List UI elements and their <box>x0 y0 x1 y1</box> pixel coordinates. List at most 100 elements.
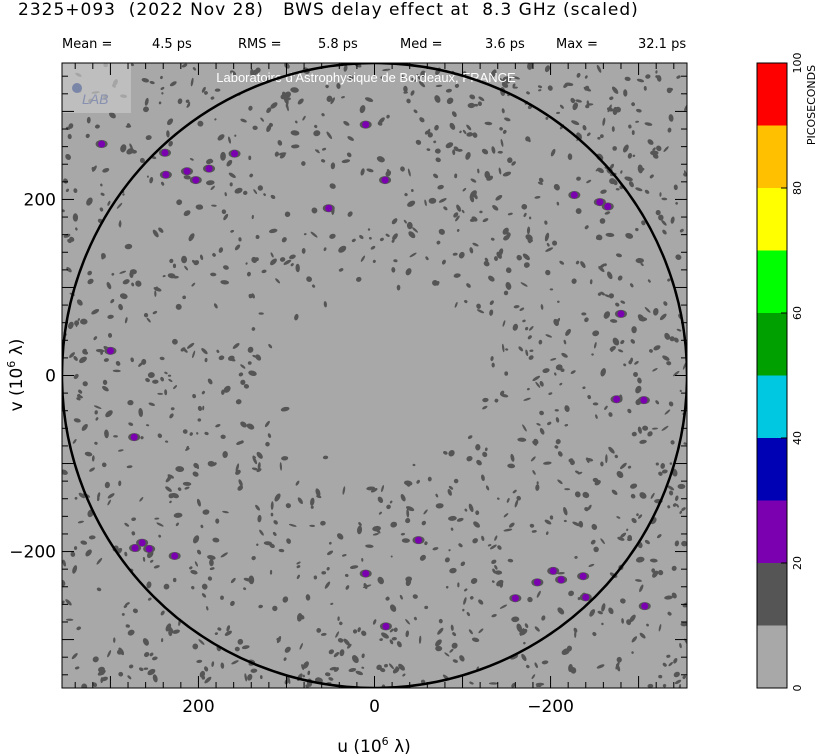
low-speckle <box>256 468 262 473</box>
low-speckle <box>539 380 544 387</box>
low-speckle <box>653 345 661 351</box>
low-speckle <box>630 339 636 344</box>
low-speckle <box>585 457 594 462</box>
low-speckle <box>101 462 107 468</box>
colorbar-segment <box>757 563 787 626</box>
low-speckle <box>118 480 122 487</box>
low-speckle <box>545 116 549 120</box>
low-speckle <box>160 75 163 80</box>
low-speckle <box>544 232 550 242</box>
low-speckle <box>605 232 615 237</box>
high-point <box>106 347 114 355</box>
low-speckle <box>398 663 405 671</box>
low-speckle <box>122 193 125 196</box>
low-speckle <box>432 547 439 551</box>
low-speckle <box>504 117 511 122</box>
low-speckle <box>419 554 426 561</box>
low-speckle <box>125 624 130 628</box>
low-speckle <box>157 433 163 438</box>
low-speckle <box>295 263 300 273</box>
low-speckle <box>170 407 175 411</box>
low-speckle <box>472 132 478 138</box>
low-speckle <box>512 489 517 494</box>
low-speckle <box>571 120 580 126</box>
low-speckle <box>326 131 333 139</box>
low-speckle <box>65 153 71 160</box>
low-speckle <box>169 500 172 504</box>
low-speckle <box>564 488 571 491</box>
low-speckle <box>675 202 678 205</box>
x-tick-label: 0 <box>369 697 380 717</box>
low-speckle <box>302 674 305 678</box>
low-speckle <box>633 372 638 377</box>
low-speckle <box>118 671 124 677</box>
low-speckle <box>523 641 526 645</box>
low-speckle <box>72 439 77 444</box>
low-speckle <box>347 74 354 81</box>
low-speckle <box>505 281 512 290</box>
low-speckle <box>438 198 447 203</box>
low-speckle <box>72 565 78 574</box>
colorbar-segment <box>757 375 787 438</box>
low-speckle <box>529 349 534 352</box>
low-speckle <box>471 637 480 643</box>
low-speckle <box>268 228 278 234</box>
low-speckle <box>542 368 550 374</box>
low-speckle <box>631 517 637 524</box>
low-speckle <box>270 512 274 517</box>
low-speckle <box>502 76 512 82</box>
low-speckle <box>675 495 679 502</box>
high-point <box>192 176 200 184</box>
low-speckle <box>586 132 591 137</box>
low-speckle <box>435 84 443 88</box>
low-speckle <box>351 238 356 243</box>
low-speckle <box>301 247 306 254</box>
low-speckle <box>290 130 300 136</box>
low-speckle <box>147 372 155 378</box>
low-speckle <box>466 455 473 462</box>
low-speckle <box>355 670 364 676</box>
low-speckle <box>198 639 205 645</box>
low-speckle <box>681 540 687 547</box>
low-speckle <box>372 619 377 625</box>
low-speckle <box>494 535 498 541</box>
low-speckle <box>670 216 675 224</box>
low-speckle <box>457 582 460 588</box>
low-speckle <box>278 548 285 553</box>
low-speckle <box>590 539 596 545</box>
low-speckle <box>550 358 557 361</box>
low-speckle <box>557 300 560 303</box>
low-speckle <box>190 570 198 575</box>
low-speckle <box>641 220 646 226</box>
low-speckle <box>172 338 178 345</box>
low-speckle <box>295 480 300 486</box>
low-speckle <box>569 459 575 466</box>
low-speckle <box>73 373 79 380</box>
low-speckle <box>158 101 162 105</box>
low-speckle <box>543 461 552 465</box>
low-speckle <box>226 625 231 632</box>
low-speckle <box>129 143 133 150</box>
low-speckle <box>490 356 494 362</box>
low-speckle <box>415 139 422 145</box>
low-speckle <box>533 438 539 445</box>
low-speckle <box>407 200 416 207</box>
low-speckle <box>682 675 686 680</box>
low-speckle <box>365 544 374 548</box>
low-speckle <box>603 311 611 319</box>
low-speckle <box>248 155 252 161</box>
low-speckle <box>101 253 106 259</box>
low-speckle <box>123 604 128 609</box>
low-speckle <box>592 631 597 637</box>
low-speckle <box>382 68 391 72</box>
low-speckle <box>435 639 442 647</box>
low-speckle <box>164 440 169 443</box>
low-speckle <box>507 212 513 216</box>
low-speckle <box>636 513 639 517</box>
low-speckle <box>97 492 101 499</box>
low-speckle <box>220 552 228 558</box>
low-speckle <box>557 451 563 457</box>
low-speckle <box>481 148 489 155</box>
low-speckle <box>668 661 673 667</box>
low-speckle <box>246 271 251 277</box>
